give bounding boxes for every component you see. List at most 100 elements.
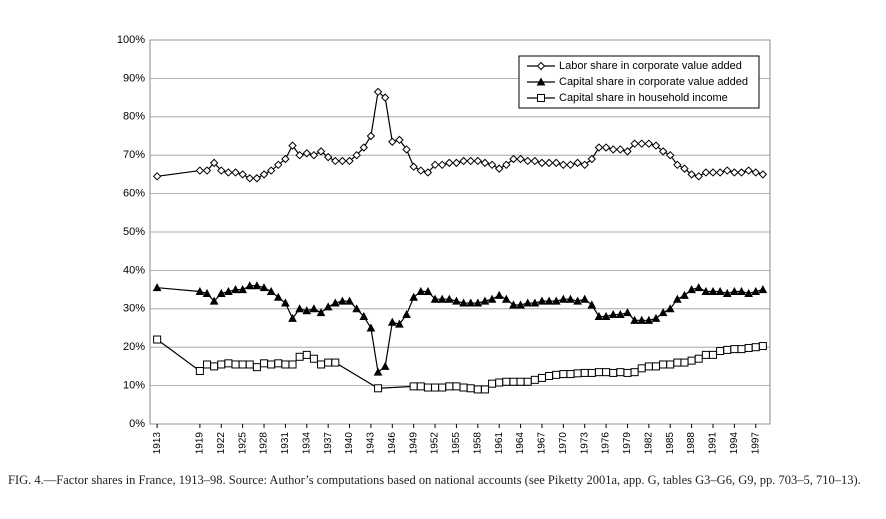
point (673, 160, 682, 170)
point (466, 156, 475, 166)
point (338, 156, 347, 166)
point (452, 382, 461, 391)
point (473, 385, 482, 394)
x-tick-label: 1955 (451, 432, 462, 455)
point (459, 298, 468, 307)
point (388, 137, 397, 146)
point (723, 345, 732, 354)
x-tick-label: 1979 (622, 432, 633, 455)
point (708, 168, 718, 177)
point (195, 286, 205, 296)
point (231, 168, 240, 177)
point (644, 362, 653, 371)
point (716, 347, 725, 356)
x-tick-label: 1937 (323, 432, 334, 455)
point (587, 154, 597, 164)
point (573, 369, 582, 378)
x-tick-label: 1952 (430, 432, 441, 455)
point (708, 350, 717, 359)
legend-label: Capital share in corporate value added (559, 76, 748, 88)
y-tick-label: 30% (123, 303, 145, 315)
legend-box (518, 55, 760, 109)
point (509, 300, 518, 309)
point (402, 310, 411, 319)
point (331, 358, 340, 367)
point (416, 286, 426, 296)
point (409, 382, 418, 391)
caption: FIG. 4.—Factor shares in France, 1913–98… (8, 473, 861, 487)
point (715, 168, 725, 177)
point (359, 143, 369, 152)
point (744, 166, 753, 175)
point (680, 290, 689, 299)
point (316, 308, 326, 317)
point (288, 360, 297, 369)
point (202, 166, 212, 175)
point (580, 368, 589, 377)
point (701, 168, 711, 177)
point (273, 292, 283, 301)
point (231, 360, 240, 369)
point (673, 294, 682, 303)
point (701, 286, 711, 296)
point (352, 304, 362, 313)
point (552, 370, 561, 379)
point (744, 288, 753, 297)
point (444, 294, 454, 303)
point (494, 164, 504, 173)
point (609, 368, 618, 377)
point (680, 164, 689, 173)
x-tick-label: 1946 (387, 432, 398, 455)
y-tick-label: 70% (123, 149, 145, 161)
point (516, 154, 525, 164)
point (523, 377, 532, 386)
x-tick-label: 1925 (237, 432, 248, 455)
point (373, 87, 383, 97)
point (452, 158, 461, 168)
point (544, 158, 554, 168)
point (266, 286, 276, 296)
point (380, 361, 390, 370)
x-tick-label: 1976 (601, 432, 612, 455)
point (452, 296, 461, 305)
point (245, 174, 254, 183)
x-tick-label: 1991 (708, 432, 719, 455)
point (758, 285, 768, 294)
x-tick-label: 1934 (301, 432, 312, 455)
point (730, 345, 739, 354)
point (608, 310, 618, 319)
point (551, 158, 561, 168)
point (537, 296, 547, 305)
chart: 0% 10% 20% 30% 40% 50% 60% 70% 80% 90% 100% 1913 191… (117, 34, 771, 455)
x-tick-label: 1913 (152, 432, 163, 455)
point (644, 315, 654, 324)
point (288, 141, 297, 150)
point (758, 342, 767, 351)
point (459, 156, 468, 166)
point (687, 285, 696, 294)
point (266, 166, 276, 175)
point (651, 362, 660, 371)
x-tick-label: 1943 (366, 432, 377, 455)
point (545, 372, 554, 380)
point (466, 298, 476, 307)
point (544, 296, 554, 305)
point (203, 360, 212, 369)
point (387, 317, 397, 326)
point (694, 172, 703, 181)
point (324, 358, 333, 367)
point (559, 160, 568, 170)
point (480, 158, 490, 168)
point (374, 384, 383, 393)
point (594, 143, 604, 152)
point (530, 298, 540, 307)
point (216, 288, 226, 297)
point (602, 368, 611, 377)
point (323, 152, 333, 162)
point (224, 286, 233, 296)
point (409, 162, 418, 171)
point (445, 382, 454, 391)
point (402, 145, 411, 154)
point (523, 298, 533, 307)
point (309, 150, 319, 160)
